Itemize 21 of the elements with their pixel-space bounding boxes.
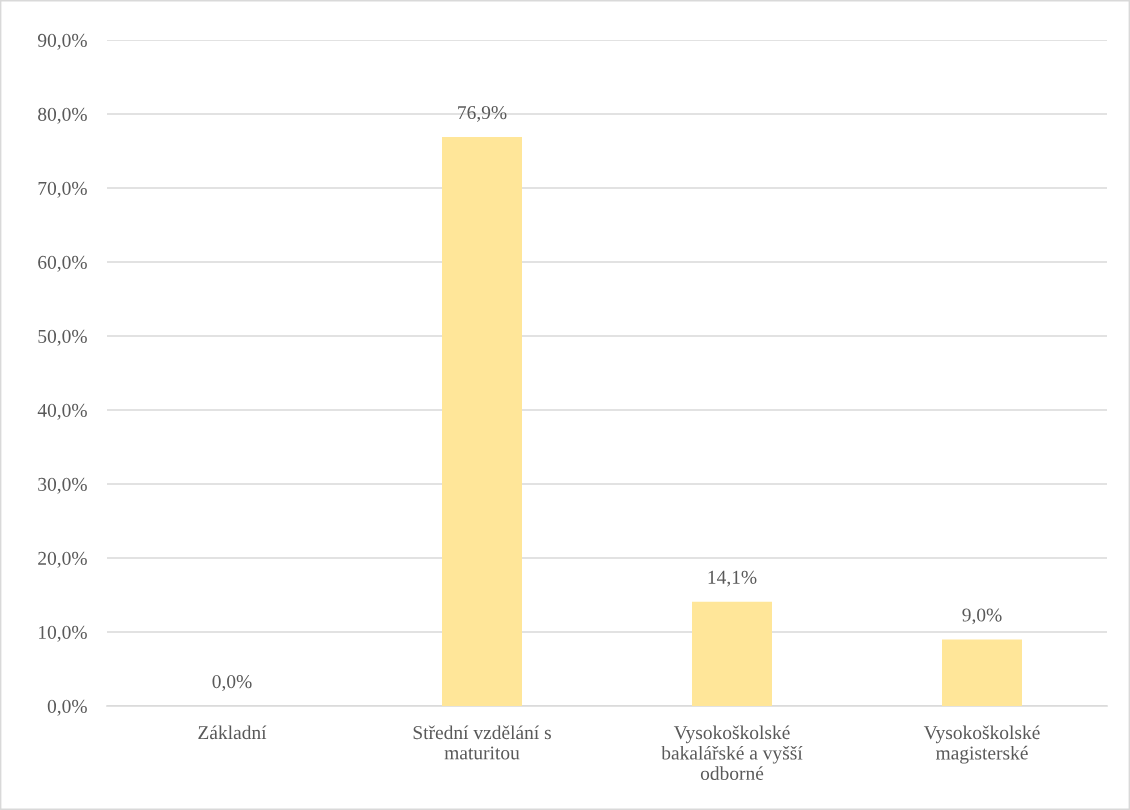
bar — [942, 639, 1022, 706]
y-tick-label: 10,0% — [39, 625, 87, 642]
data-label: 76,9% — [458, 105, 507, 122]
x-tick-label: Vysokoškolské magisterské — [923, 725, 1040, 764]
y-tick-label: 30,0% — [38, 477, 87, 494]
x-tick-label: Střední vzdělání s maturitou — [413, 725, 551, 760]
y-tick-label: 0,0% — [47, 699, 87, 716]
bar — [442, 136, 522, 706]
y-tick-label: 50,0% — [38, 329, 87, 346]
y-tick-label: 20,0% — [38, 551, 87, 568]
y-tick-label: 90,0% — [37, 33, 87, 50]
y-tick-label: 70,0% — [38, 181, 87, 198]
data-label: 14,1% — [708, 570, 757, 587]
data-label: 9,0% — [962, 608, 1002, 625]
bar — [692, 601, 772, 706]
x-tick-label: Základní — [198, 725, 267, 740]
y-tick-label: 80,0% — [38, 107, 87, 124]
x-tick-label: Vysokoškolské bakalářské a vyšší odborné — [661, 725, 803, 780]
y-tick-label: 60,0% — [38, 255, 87, 272]
data-label: 0,0% — [212, 675, 252, 691]
y-tick-label: 40,0% — [37, 403, 87, 420]
